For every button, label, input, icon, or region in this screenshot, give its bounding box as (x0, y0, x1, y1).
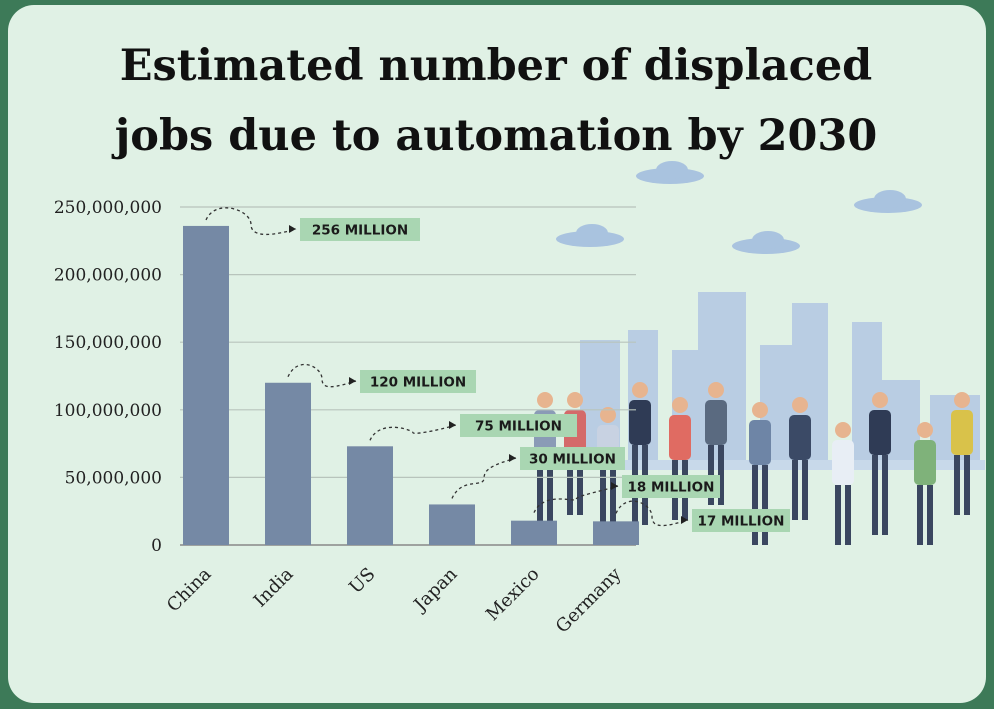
bar-mexico (511, 520, 557, 545)
bar-india (265, 382, 311, 545)
data-label: 120 MILLION (370, 375, 466, 391)
data-label: 18 MILLION (628, 480, 715, 496)
arrowhead-icon (509, 454, 516, 462)
bar-us (347, 446, 393, 545)
person-figure (749, 402, 771, 545)
data-label-background (622, 475, 720, 498)
arrowhead-icon (349, 377, 356, 385)
y-tick-label: 50,000,000 (65, 468, 162, 488)
arrowhead-icon (289, 225, 296, 233)
arrowhead-icon (611, 482, 618, 490)
bar-japan (429, 504, 475, 545)
person-figure (789, 397, 811, 520)
person-figure (951, 392, 973, 515)
data-label-background (520, 447, 625, 470)
arrowhead-icon (681, 516, 688, 524)
data-label-background (692, 509, 790, 532)
y-tick-label: 250,000,000 (54, 198, 162, 218)
data-label-background (300, 218, 420, 241)
data-label: 75 MILLION (475, 419, 562, 435)
y-tick-label: 150,000,000 (54, 333, 162, 353)
person-figure (832, 422, 854, 545)
bar-germany (593, 521, 639, 545)
y-tick-label: 200,000,000 (54, 266, 162, 286)
chart-title-line-1: Estimated number of displaced (120, 41, 873, 91)
data-label-background (460, 414, 577, 437)
person-figure (869, 392, 891, 535)
y-tick-label: 100,000,000 (54, 401, 162, 421)
y-tick-label: 0 (151, 536, 162, 556)
arrowhead-icon (449, 421, 456, 429)
data-label: 17 MILLION (698, 514, 785, 530)
annotation-arrow (615, 500, 689, 527)
data-label-background (360, 370, 476, 393)
data-label: 256 MILLION (312, 223, 408, 239)
data-label: 30 MILLION (529, 452, 616, 468)
chart-title-line-2: jobs due to automation by 2030 (111, 111, 878, 161)
annotation-arrow (369, 424, 457, 441)
annotation-arrow (533, 485, 619, 513)
bar-china (183, 225, 229, 546)
clouds (556, 161, 922, 254)
person-figure (914, 422, 936, 545)
